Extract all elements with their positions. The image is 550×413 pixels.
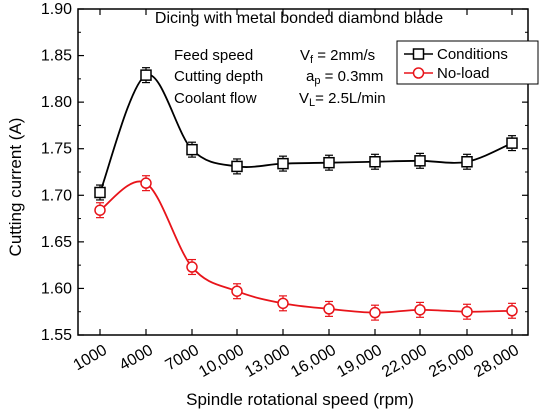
data-point-no-load [506, 305, 518, 317]
legend-label-conditions: Conditions [437, 46, 508, 63]
chart-title: Dicing with metal bonded diamond blade [155, 10, 443, 27]
data-point-no-load [277, 297, 289, 310]
data-point-no-load [461, 305, 473, 318]
x-tick-label: 4000 [117, 342, 156, 375]
x-tick-label: 10,000 [196, 342, 247, 381]
data-point-conditions [414, 155, 426, 167]
legend: Conditions No-load [396, 40, 539, 85]
y-tick-label: 1.90 [41, 1, 72, 18]
legend-marker-no-load [412, 67, 425, 79]
y-tick-label: 1.55 [41, 327, 72, 344]
tick-marks [78, 8, 528, 336]
data-point-conditions [140, 69, 152, 81]
data-point-conditions [94, 186, 106, 199]
legend-marker-conditions [412, 48, 425, 60]
data-point-conditions [506, 137, 518, 149]
data-point-conditions [461, 156, 473, 168]
condition-feed-speed-value: Vf = 2mm/s [300, 47, 375, 66]
data-point-conditions [186, 143, 198, 156]
data-point-no-load [231, 285, 243, 297]
condition-cutting-depth-value: ap = 0.3mm [306, 68, 383, 87]
legend-label-no-load: No-load [437, 65, 490, 82]
y-tick-label: 1.75 [41, 141, 72, 158]
x-tick-label: 19,000 [334, 342, 385, 381]
data-point-conditions [369, 156, 381, 168]
x-tick-label: 28,000 [471, 342, 522, 381]
data-point-no-load [414, 304, 426, 316]
x-tick-label: 1000 [71, 342, 110, 375]
x-axis-title: Spindle rotational speed (rpm) [186, 390, 414, 409]
y-tick-label: 1.65 [41, 234, 72, 251]
data-point-no-load [140, 177, 152, 189]
x-tick-label: 25,000 [426, 342, 477, 381]
data-point-no-load [186, 261, 198, 273]
condition-coolant-flow-value: VL= 2.5L/min [299, 90, 386, 109]
y-axis-title: Cutting current (A) [6, 118, 25, 257]
data-point-conditions [231, 160, 243, 173]
y-tick-label: 1.60 [41, 280, 72, 297]
x-tick-label: 22,000 [379, 342, 430, 381]
series-line-no-load [99, 180, 513, 314]
x-tick-label: 16,000 [288, 342, 339, 381]
data-point-conditions [277, 157, 289, 170]
y-tick-label: 1.85 [41, 48, 72, 65]
condition-cutting-depth-label: Cutting depth [174, 68, 263, 85]
condition-coolant-flow-label: Coolant flow [174, 90, 257, 107]
data-point-conditions [323, 156, 335, 169]
data-point-no-load [323, 303, 335, 315]
y-tick-label: 1.70 [41, 187, 72, 204]
condition-feed-speed-label: Feed speed [174, 47, 253, 64]
data-point-no-load [369, 306, 381, 319]
series-layer [94, 67, 518, 321]
conditions-annotation: Feed speed Vf = 2mm/s Cutting depth ap =… [174, 47, 386, 109]
data-point-no-load [94, 204, 106, 216]
x-tick-label: 13,000 [242, 342, 293, 381]
x-tick-label: 7000 [163, 342, 202, 375]
y-tick-label: 1.80 [41, 94, 72, 111]
